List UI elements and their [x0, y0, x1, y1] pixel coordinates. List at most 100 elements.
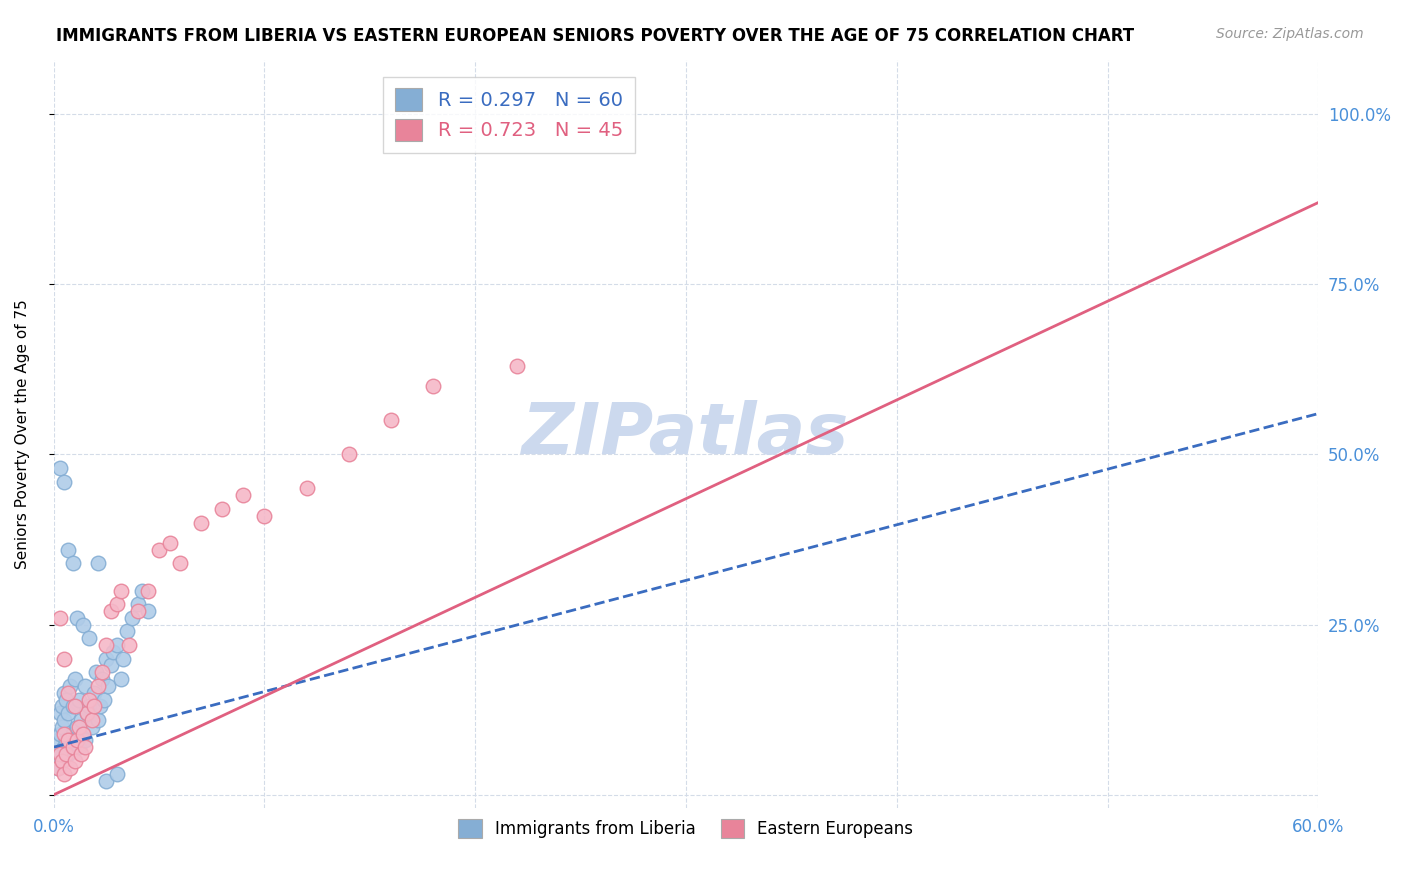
Point	[49, 461, 72, 475]
Point	[190, 516, 212, 530]
Point	[117, 624, 139, 639]
Point	[79, 632, 101, 646]
Point	[63, 754, 86, 768]
Point	[87, 679, 110, 693]
Point	[96, 651, 118, 665]
Point	[121, 611, 143, 625]
Point	[105, 597, 128, 611]
Point	[59, 740, 82, 755]
Point	[66, 733, 89, 747]
Point	[72, 617, 94, 632]
Point	[138, 583, 160, 598]
Point	[84, 665, 107, 680]
Point	[49, 611, 72, 625]
Point	[53, 740, 76, 755]
Point	[75, 679, 97, 693]
Y-axis label: Seniors Poverty Over the Age of 75: Seniors Poverty Over the Age of 75	[15, 299, 30, 569]
Point	[72, 726, 94, 740]
Point	[159, 536, 181, 550]
Point	[66, 720, 89, 734]
Point	[118, 638, 141, 652]
Point	[93, 692, 115, 706]
Point	[87, 557, 110, 571]
Text: ZIPatlas: ZIPatlas	[522, 400, 849, 468]
Point	[295, 482, 318, 496]
Point	[46, 761, 69, 775]
Point	[55, 692, 77, 706]
Point	[53, 767, 76, 781]
Point	[58, 542, 80, 557]
Point	[112, 651, 135, 665]
Point	[105, 767, 128, 781]
Point	[49, 726, 72, 740]
Point	[87, 713, 110, 727]
Point	[58, 733, 80, 747]
Point	[62, 726, 84, 740]
Point	[110, 583, 132, 598]
Point	[80, 713, 103, 727]
Point	[253, 508, 276, 523]
Point	[211, 502, 233, 516]
Point	[67, 720, 90, 734]
Point	[55, 747, 77, 761]
Point	[96, 638, 118, 652]
Point	[105, 638, 128, 652]
Point	[76, 706, 98, 720]
Point	[49, 706, 72, 720]
Point	[110, 672, 132, 686]
Point	[131, 583, 153, 598]
Point	[59, 761, 82, 775]
Point	[70, 747, 93, 761]
Point	[80, 720, 103, 734]
Point	[422, 379, 444, 393]
Point	[232, 488, 254, 502]
Point	[127, 597, 149, 611]
Point	[91, 672, 114, 686]
Point	[53, 686, 76, 700]
Point	[46, 733, 69, 747]
Point	[79, 699, 101, 714]
Point	[138, 604, 160, 618]
Point	[53, 475, 76, 489]
Point	[380, 413, 402, 427]
Point	[148, 542, 170, 557]
Point	[89, 699, 111, 714]
Point	[100, 604, 122, 618]
Point	[75, 740, 97, 755]
Point	[96, 774, 118, 789]
Point	[62, 740, 84, 755]
Point	[506, 359, 529, 373]
Point	[55, 733, 77, 747]
Point	[51, 720, 73, 734]
Point	[46, 761, 69, 775]
Point	[53, 726, 76, 740]
Point	[100, 658, 122, 673]
Point	[63, 733, 86, 747]
Point	[62, 557, 84, 571]
Point	[45, 754, 67, 768]
Point	[67, 692, 90, 706]
Point	[53, 713, 76, 727]
Point	[49, 747, 72, 761]
Point	[51, 699, 73, 714]
Point	[49, 747, 72, 761]
Point	[83, 686, 105, 700]
Point	[63, 672, 86, 686]
Point	[66, 611, 89, 625]
Point	[91, 665, 114, 680]
Point	[67, 740, 90, 755]
Point	[53, 651, 76, 665]
Point	[337, 447, 360, 461]
Point	[58, 686, 80, 700]
Point	[83, 699, 105, 714]
Point	[101, 645, 124, 659]
Point	[97, 679, 120, 693]
Point	[76, 706, 98, 720]
Point	[169, 557, 191, 571]
Point	[75, 733, 97, 747]
Point	[62, 699, 84, 714]
Point	[58, 706, 80, 720]
Point	[51, 754, 73, 768]
Point	[58, 747, 80, 761]
Text: IMMIGRANTS FROM LIBERIA VS EASTERN EUROPEAN SENIORS POVERTY OVER THE AGE OF 75 C: IMMIGRANTS FROM LIBERIA VS EASTERN EUROP…	[56, 27, 1135, 45]
